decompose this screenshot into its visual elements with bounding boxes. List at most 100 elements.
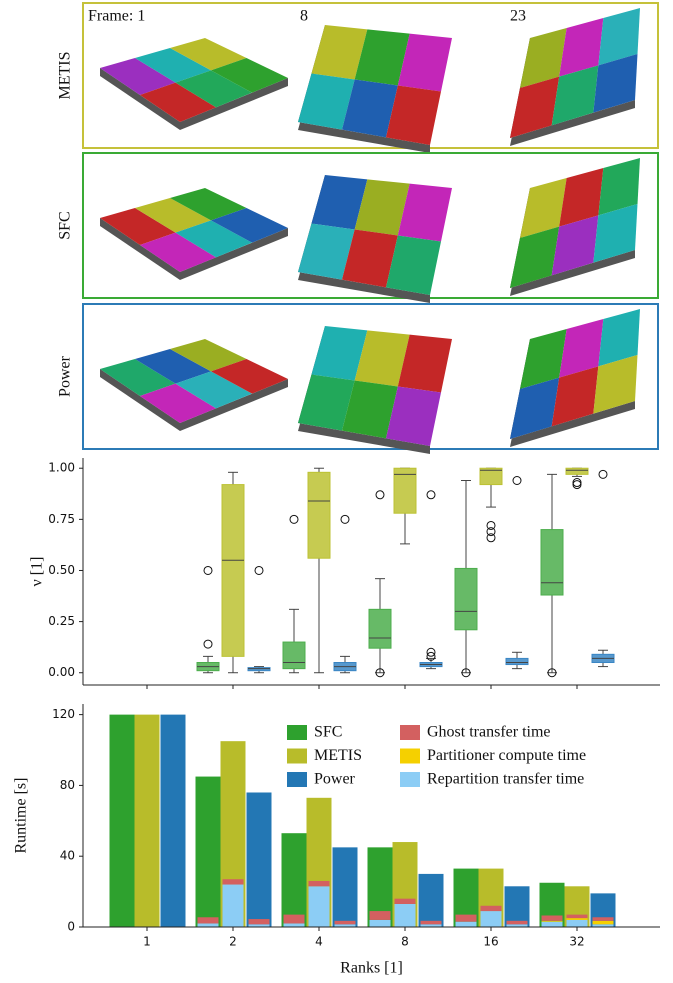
bar-component — [308, 880, 330, 887]
y-tick-label: 0 — [67, 920, 75, 934]
box — [479, 467, 503, 486]
flier — [486, 533, 496, 543]
bar-component — [334, 920, 356, 925]
y-tick-label: 0.00 — [48, 665, 75, 679]
flier — [203, 639, 213, 649]
slab-edge — [510, 339, 635, 447]
partition-region — [170, 188, 247, 221]
box — [247, 667, 271, 672]
legend-swatch — [400, 772, 420, 787]
flier — [547, 668, 557, 678]
bar — [246, 792, 272, 927]
legend-label: METIS — [314, 747, 362, 764]
partition-region — [551, 65, 599, 126]
flier — [426, 490, 436, 500]
bar-component — [455, 921, 477, 927]
bar-component — [566, 914, 588, 919]
flier — [512, 475, 522, 485]
bar-component — [334, 924, 356, 927]
bar-component — [480, 911, 502, 927]
bar-component — [197, 923, 219, 927]
bar-component — [248, 924, 270, 927]
bar-component — [197, 917, 219, 924]
box — [221, 484, 245, 657]
partition-region — [135, 198, 211, 233]
partition-region — [298, 73, 355, 130]
partition-region — [386, 386, 441, 446]
partition-region — [298, 223, 355, 280]
flier — [572, 480, 582, 490]
flier — [461, 668, 471, 678]
legend-swatch — [287, 725, 307, 740]
partition-region — [175, 220, 252, 258]
partition-region — [397, 183, 452, 242]
y-axis-label: ν [1] — [29, 557, 46, 587]
bar — [504, 886, 530, 927]
partition-region — [342, 79, 398, 138]
legend-label: Power — [314, 771, 356, 788]
partition-region — [175, 70, 252, 108]
x-tick-label: 16 — [483, 935, 498, 949]
partition-region — [354, 330, 410, 387]
bar-component — [566, 919, 588, 927]
partition-region — [170, 38, 247, 71]
panel-label: SFC — [57, 211, 74, 239]
partition-region — [593, 355, 638, 414]
partition-region — [397, 33, 452, 92]
frame-label: Frame: 1 — [88, 8, 145, 25]
bar-component — [455, 914, 477, 922]
bar-component — [394, 898, 416, 904]
flier — [598, 469, 608, 479]
partition-region — [510, 377, 560, 439]
box — [505, 657, 529, 666]
bar-component — [283, 914, 305, 924]
panel-frame — [82, 2, 659, 149]
bar — [418, 873, 444, 927]
bar-component — [592, 920, 614, 925]
slab-edge — [100, 369, 288, 431]
partition-region — [140, 82, 216, 122]
bar-component — [369, 919, 391, 927]
legend-label: SFC — [314, 724, 342, 741]
partition-region — [559, 319, 604, 378]
x-tick-label: 32 — [569, 935, 584, 949]
panel-frame — [82, 152, 659, 299]
bar-component — [369, 911, 391, 920]
box — [540, 529, 564, 596]
legend-label: Repartition transfer time — [427, 771, 584, 788]
legend-label: Partitioner compute time — [427, 747, 586, 764]
panel-label: METIS — [57, 52, 74, 100]
legend-swatch — [287, 772, 307, 787]
bar-component — [506, 920, 528, 925]
frame-label: 8 — [300, 8, 308, 25]
bar-component — [541, 920, 563, 922]
slab-edge — [510, 38, 635, 146]
partition-region — [175, 371, 252, 409]
legend-label: Ghost transfer time — [427, 724, 551, 741]
frame-label: 23 — [510, 8, 526, 25]
x-tick-label: 8 — [401, 935, 409, 949]
panel-frame — [82, 303, 659, 450]
legend-swatch — [400, 748, 420, 764]
flier — [203, 565, 213, 575]
bar-component — [248, 919, 270, 925]
legend-swatch — [287, 748, 307, 764]
partition-region — [551, 366, 599, 427]
bar — [332, 847, 358, 927]
partition-region — [211, 58, 288, 93]
bar-component — [420, 924, 442, 927]
partition-region — [593, 204, 638, 263]
box — [393, 467, 417, 514]
partition-region — [510, 226, 560, 288]
flier — [486, 520, 496, 530]
y-tick-label: 1.00 — [48, 461, 75, 475]
panel-label: Power — [57, 355, 74, 397]
slab-edge — [100, 68, 288, 130]
bar-component — [566, 918, 588, 920]
bar-component — [506, 924, 528, 927]
partition-region — [140, 383, 216, 423]
y-tick-label: 120 — [52, 707, 75, 721]
